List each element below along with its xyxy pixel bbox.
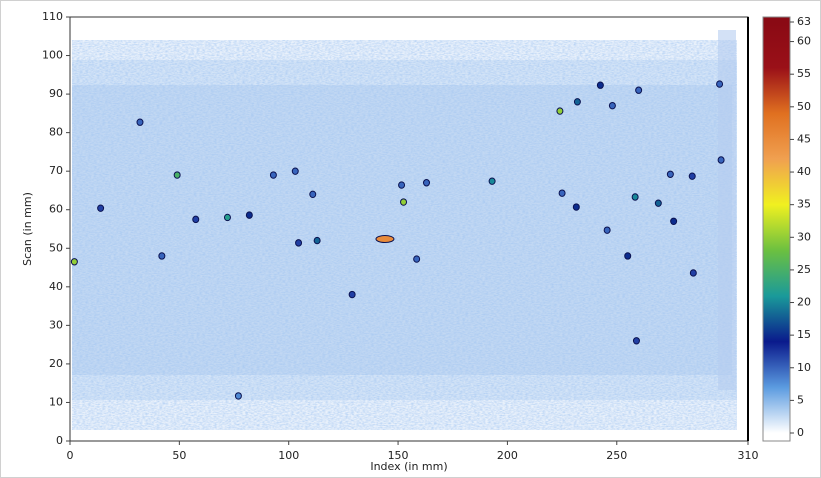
- colorbar-tick-label: 50: [797, 100, 811, 113]
- indication: [348, 290, 356, 299]
- x-axis-label: Index (in mm): [370, 460, 447, 473]
- colorbar-tick-label: 63: [797, 15, 811, 28]
- y-tick-label: 20: [49, 357, 63, 370]
- indication: [223, 213, 231, 222]
- colorbar-tick-label: 55: [797, 67, 811, 80]
- y-tick-label: 50: [49, 241, 63, 254]
- indication: [422, 179, 430, 187]
- y-tick-label: 60: [49, 203, 63, 216]
- indication: [596, 81, 604, 89]
- y-tick-label: 30: [49, 318, 63, 331]
- indication: [245, 211, 253, 219]
- indication: [400, 198, 408, 206]
- colorbar-tick-label: 30: [797, 230, 811, 243]
- x-tick-label: 100: [278, 449, 299, 462]
- colorbar-tick-label: 25: [797, 263, 811, 276]
- indication: [158, 252, 166, 260]
- texture: [72, 40, 737, 430]
- y-tick-label: 40: [49, 280, 63, 293]
- y-tick-label: 80: [49, 126, 63, 139]
- y-tick-label: 70: [49, 164, 63, 177]
- x-tick-label: 0: [67, 449, 74, 462]
- indications: [70, 80, 725, 400]
- indication: [375, 235, 395, 244]
- indication: [488, 177, 496, 185]
- colorbar-tick-label: 5: [797, 393, 804, 406]
- y-tick-label: 90: [49, 87, 63, 100]
- indication: [717, 156, 725, 164]
- indication: [603, 226, 611, 234]
- indication: [309, 190, 317, 199]
- colorbar-tick-label: 60: [797, 35, 811, 48]
- y-tick-label: 10: [49, 395, 63, 408]
- indication: [573, 98, 581, 106]
- indication: [234, 392, 242, 400]
- colorbar-tick-label: 40: [797, 165, 811, 178]
- y-axis-label: Scan (in mm): [21, 192, 34, 266]
- x-tick-label: 150: [388, 449, 409, 462]
- indication: [635, 86, 643, 94]
- indication: [295, 239, 303, 247]
- indication: [666, 170, 674, 178]
- indication: [670, 217, 678, 225]
- indication: [313, 236, 321, 245]
- indication: [173, 171, 181, 179]
- indication: [291, 167, 299, 175]
- edge-strip: [718, 30, 736, 390]
- colorbar-tick-label: 15: [797, 328, 811, 341]
- indication: [632, 337, 640, 345]
- indication: [631, 193, 639, 201]
- indication: [97, 204, 105, 212]
- colorbar-tick-label: 20: [797, 296, 811, 309]
- colorbar-tick-label: 10: [797, 361, 811, 374]
- indication: [70, 258, 78, 266]
- indication: [413, 255, 421, 263]
- indication: [624, 252, 632, 260]
- colorbar: [762, 16, 791, 442]
- x-tick-label: 250: [606, 449, 627, 462]
- indication: [398, 181, 406, 189]
- indication: [572, 203, 580, 211]
- scan-background: [70, 17, 748, 441]
- colorbar-tick-label: 35: [797, 198, 811, 211]
- y-tick-label: 0: [56, 434, 63, 447]
- indication: [558, 189, 566, 197]
- y-tick-label: 100: [42, 49, 63, 62]
- y-tick-label: 110: [42, 10, 63, 23]
- indication: [556, 107, 564, 115]
- indication: [192, 215, 200, 224]
- indication: [136, 118, 144, 126]
- indication: [689, 269, 697, 277]
- x-tick-label: 310: [738, 449, 759, 462]
- x-tick-label: 50: [172, 449, 186, 462]
- colorbar-tick-label: 0: [797, 426, 804, 439]
- indication: [269, 171, 277, 179]
- indication: [608, 101, 616, 110]
- indication: [654, 199, 662, 207]
- indication: [688, 172, 696, 180]
- x-tick-label: 200: [497, 449, 518, 462]
- indication: [716, 80, 724, 88]
- colorbar-tick-label: 45: [797, 132, 811, 145]
